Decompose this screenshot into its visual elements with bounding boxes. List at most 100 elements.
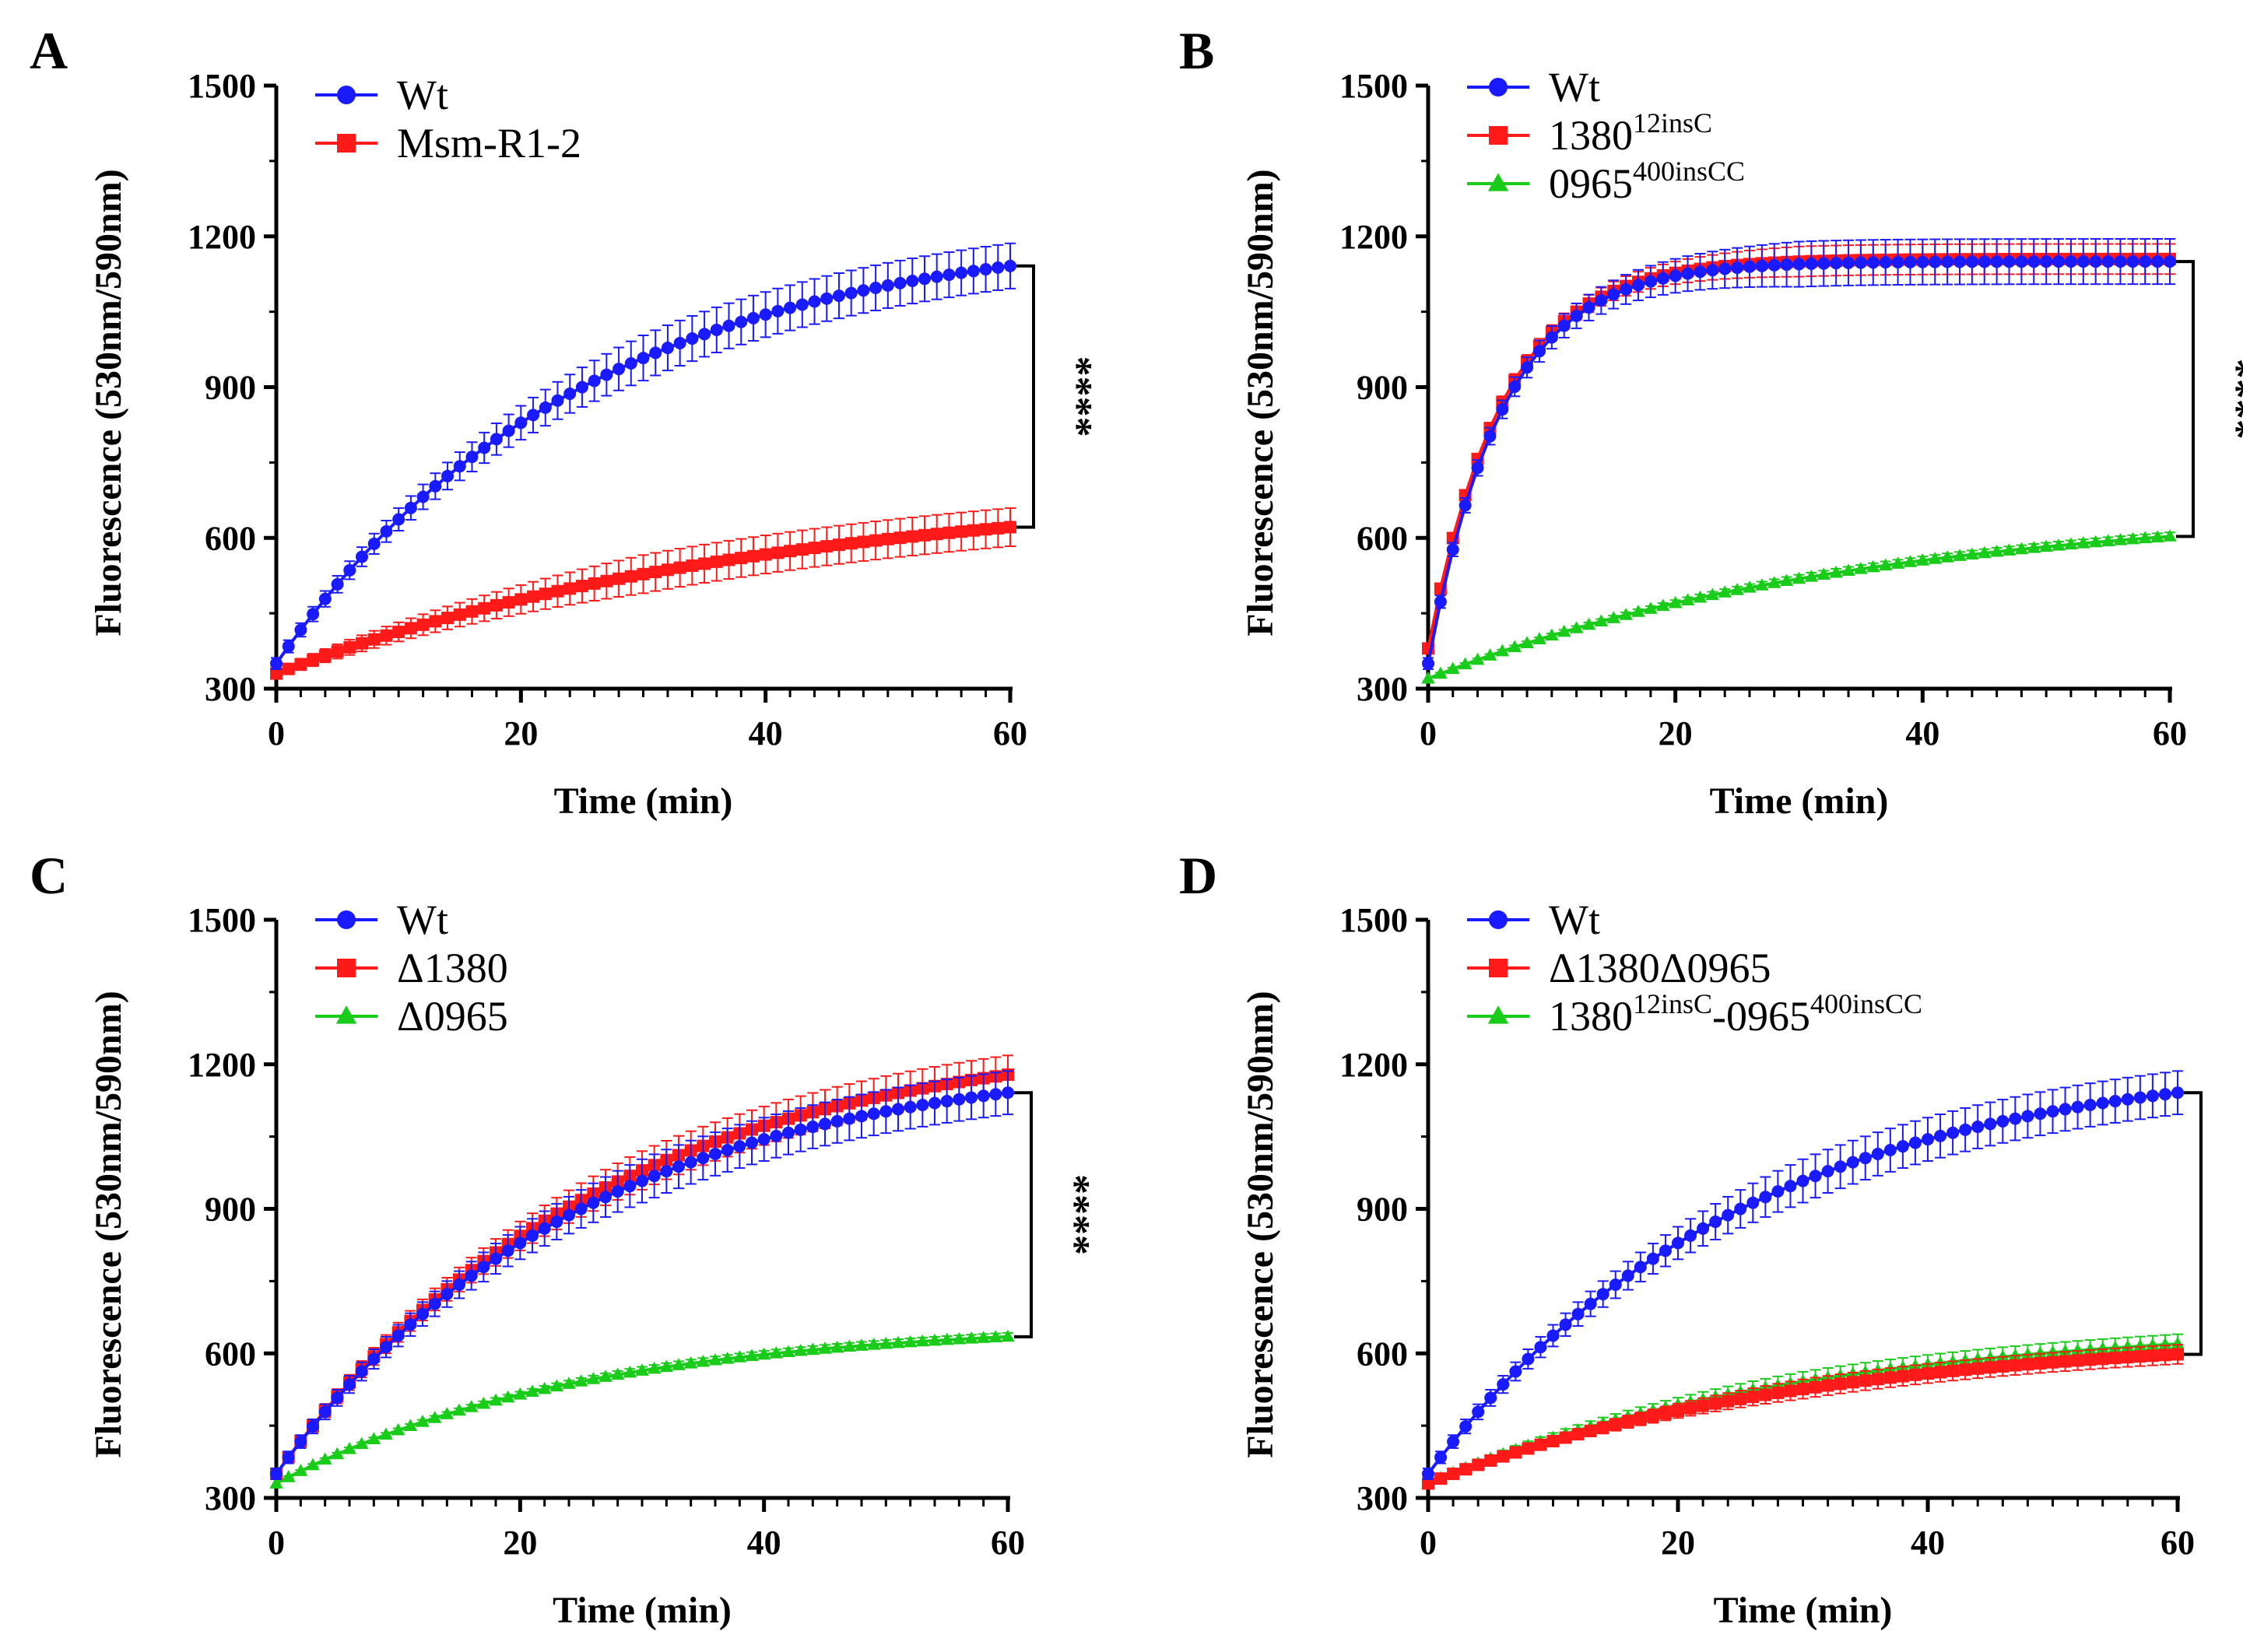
- data-point: [1484, 1391, 1497, 1405]
- series-line: [275, 264, 1011, 665]
- x-tick-label: 0: [268, 1524, 285, 1562]
- data-point: [940, 1095, 953, 1108]
- data-point: [2059, 1355, 2072, 1368]
- data-point: [979, 523, 992, 536]
- data-point: [551, 394, 564, 407]
- legend-entry-Δ1380: Δ1380: [315, 945, 508, 991]
- data-point: [624, 570, 637, 583]
- data-point: [808, 295, 821, 308]
- data-point: [1934, 1129, 1947, 1142]
- data-point: [795, 298, 809, 311]
- data-point: [1621, 1415, 1634, 1429]
- data-point: [1646, 1252, 1659, 1265]
- data-point: [2114, 255, 2127, 268]
- data-point: [1434, 1450, 1448, 1464]
- data-point: [832, 289, 845, 303]
- data-point: [2040, 255, 2053, 268]
- data-point: [367, 537, 381, 550]
- data-point: [1571, 1307, 1585, 1321]
- legend-entry-Wt: Wt: [315, 896, 448, 943]
- data-point: [514, 416, 528, 430]
- data-point: [1522, 1352, 1535, 1366]
- data-point: [989, 1088, 1002, 1101]
- data-point: [1534, 1438, 1547, 1451]
- data-point: [1743, 260, 1756, 273]
- y-axis-title: Fluorescence (530nm/590nm): [1240, 169, 1281, 636]
- data-point: [2113, 533, 2128, 545]
- data-point: [380, 629, 393, 642]
- data-point: [1780, 258, 1793, 272]
- series-Wt: [270, 242, 1016, 670]
- data-point: [952, 1331, 967, 1345]
- data-point: [1821, 1379, 1834, 1392]
- data-point: [795, 543, 809, 556]
- data-point: [2039, 539, 2053, 552]
- data-point: [1557, 624, 1571, 637]
- data-point: [806, 1121, 820, 1134]
- data-point: [1434, 1472, 1448, 1485]
- data-point: [2146, 1338, 2160, 1351]
- data-point: [539, 587, 552, 601]
- data-point: [1965, 547, 1979, 560]
- bracket-line: [1016, 264, 1035, 529]
- data-point: [903, 1335, 918, 1348]
- legend-entry-Wt: Wt: [1467, 896, 1600, 943]
- x-axis-title: Time (min): [553, 1590, 732, 1631]
- data-point: [575, 580, 588, 593]
- data-point: [1546, 1329, 1560, 1342]
- data-point: [686, 332, 699, 345]
- data-point: [356, 637, 369, 650]
- data-point: [307, 654, 320, 667]
- data-point: [1484, 1454, 1497, 1467]
- data-point: [1743, 580, 1757, 593]
- data-point: [636, 1174, 648, 1187]
- data-point: [1520, 636, 1534, 648]
- data-point: [1878, 558, 1893, 571]
- data-point: [1521, 361, 1534, 374]
- data-point: [1483, 430, 1497, 443]
- data-point: [1796, 1174, 1809, 1187]
- data-point: [2171, 1086, 2184, 1100]
- data-point: [637, 567, 650, 580]
- data-point: [1632, 279, 1645, 292]
- data-point: [2034, 1356, 2047, 1370]
- data-point: [869, 281, 883, 294]
- data-point: [1883, 1143, 1897, 1156]
- data-point: [1620, 282, 1633, 296]
- data-point: [502, 424, 515, 437]
- data-point: [733, 1140, 746, 1153]
- data-point: [2121, 1093, 2134, 1106]
- legend-entry-Wt: Wt: [315, 72, 448, 118]
- legend-marker: [1487, 1005, 1509, 1024]
- data-point: [1705, 587, 1720, 601]
- data-point: [735, 552, 748, 565]
- x-tick-label: 40: [1905, 714, 1939, 752]
- data-point: [416, 618, 430, 631]
- data-point: [294, 623, 307, 637]
- x-tick-label: 20: [504, 714, 538, 752]
- series-line: [275, 1073, 1009, 1475]
- y-tick-label: 1200: [188, 218, 256, 256]
- data-point: [1834, 1160, 1847, 1173]
- data-point: [1559, 1431, 1572, 1444]
- data-point: [915, 1334, 930, 1347]
- data-point: [1434, 595, 1447, 609]
- data-point: [967, 265, 980, 278]
- data-point: [1001, 1329, 1015, 1342]
- significance-label: ****: [1053, 1174, 1097, 1255]
- data-point: [318, 1405, 332, 1419]
- data-point: [1609, 1418, 1622, 1431]
- data-point: [537, 1381, 552, 1394]
- data-point: [2052, 255, 2066, 268]
- data-point: [1959, 1123, 1972, 1136]
- data-point: [1532, 632, 1546, 644]
- legend-label: Msm-R1-2: [397, 120, 581, 167]
- x-axis-title: Time (min): [1710, 780, 1889, 822]
- data-point: [710, 555, 723, 568]
- x-tick-label: 20: [1661, 1524, 1695, 1562]
- data-point: [610, 1367, 625, 1380]
- data-point: [2150, 530, 2164, 542]
- data-point: [1990, 255, 2003, 268]
- data-point: [343, 640, 356, 654]
- data-point: [673, 561, 686, 574]
